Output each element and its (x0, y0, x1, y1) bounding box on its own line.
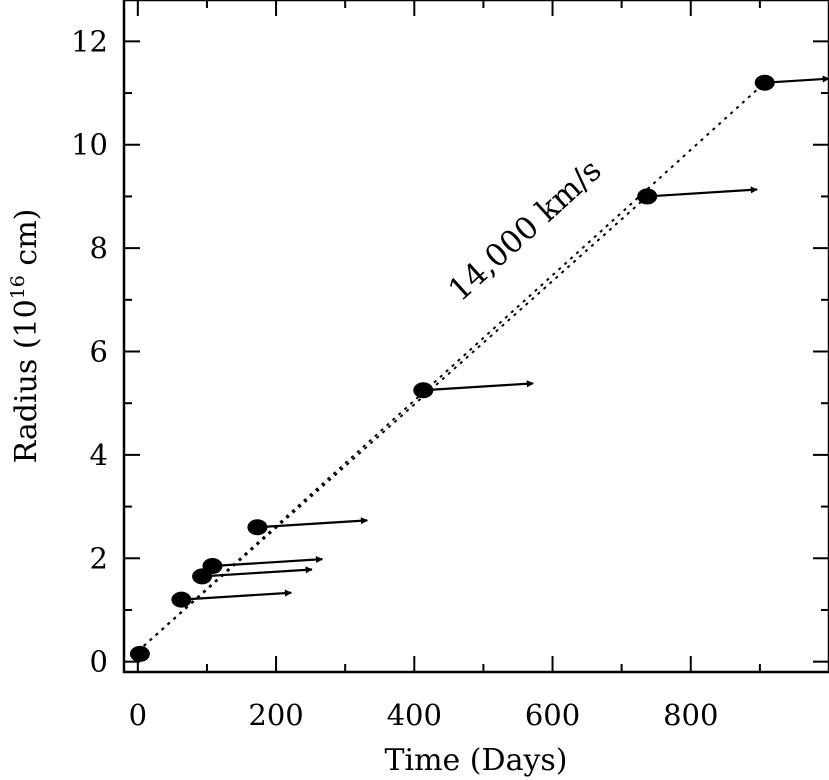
y-axis-title-base: Radius (10 (9, 299, 44, 463)
y-tick-label-10: 10 (71, 128, 108, 162)
arrow-2 (202, 566, 313, 578)
data-point-7 (754, 74, 775, 91)
data-point-1 (171, 591, 192, 608)
x-tick-label-800: 800 (663, 698, 718, 732)
x-axis-ticks: 0 200 400 600 800 (129, 0, 829, 732)
arrow-5 (423, 380, 534, 392)
y-tick-label-4: 4 (90, 438, 108, 472)
data-point-4 (247, 519, 268, 536)
data-point-6 (637, 188, 658, 205)
plot-frame (122, 0, 829, 674)
y-tick-label-12: 12 (71, 24, 108, 58)
x-tick-label-600: 600 (525, 698, 580, 732)
y-tick-label-0: 0 (90, 645, 108, 679)
y-tick-label-6: 6 (90, 335, 108, 369)
y-axis-ticks: 0 2 4 6 8 10 12 (71, 24, 829, 679)
fit-lines (137, 81, 766, 653)
y-tick-label-8: 8 (90, 231, 108, 265)
y-axis-title: Radius (1016 cm) (7, 209, 44, 464)
data-points (129, 74, 775, 662)
x-tick-label-200: 200 (248, 698, 303, 732)
arrow-1 (181, 589, 292, 601)
x-tick-label-0: 0 (129, 698, 147, 732)
y-tick-label-2: 2 (90, 541, 108, 575)
y-axis-title-exponent: 16 (7, 275, 29, 299)
data-point-0 (129, 645, 150, 662)
x-axis-title: Time (Days) (384, 743, 567, 778)
arrow-3 (212, 556, 324, 568)
expansion-arrows (181, 75, 829, 601)
velocity-annotation: 14,000 km/s (442, 152, 609, 308)
arrow-7 (764, 75, 829, 84)
arrow-6 (647, 186, 758, 198)
data-point-3 (202, 558, 223, 575)
fit-line-0 (137, 81, 766, 653)
x-tick-label-400: 400 (387, 698, 442, 732)
data-point-5 (413, 382, 434, 399)
arrow-4 (257, 517, 368, 529)
fit-line-1 (137, 195, 648, 653)
y-axis-title-unit: cm) (9, 209, 44, 276)
